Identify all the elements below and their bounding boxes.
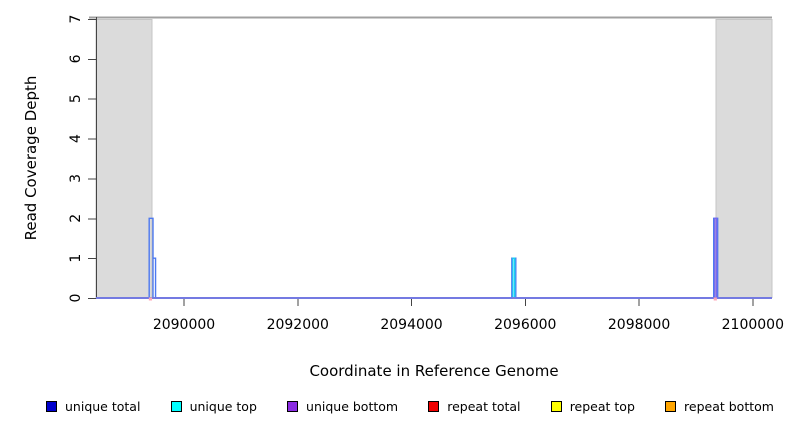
series-line-unique-bottom bbox=[96, 217, 772, 299]
series-line-unique-total bbox=[96, 217, 772, 299]
y-tick-label: 7 bbox=[68, 15, 84, 24]
baseline-mark bbox=[148, 297, 153, 301]
repeat-bottom-swatch-icon bbox=[665, 400, 677, 412]
y-tick-label: 4 bbox=[68, 134, 84, 143]
masked-region bbox=[95, 19, 153, 298]
legend-label: unique bottom bbox=[306, 398, 399, 414]
y-tick-label: 6 bbox=[68, 54, 84, 63]
y-axis-title: Read Coverage Depth bbox=[22, 75, 40, 241]
legend-item-unique-top: unique top bbox=[170, 398, 257, 414]
legend-label: repeat total bbox=[447, 398, 521, 414]
legend-item-unique-total: unique total bbox=[46, 399, 140, 414]
legend-label: repeat top bbox=[569, 398, 635, 414]
masked-region bbox=[715, 19, 773, 298]
legend-item-repeat-top: repeat top bbox=[550, 398, 635, 414]
legend-label: repeat bottom bbox=[684, 398, 774, 414]
legend-item-unique-bottom: unique bottom bbox=[287, 399, 398, 414]
x-tick-label: 2098000 bbox=[608, 317, 670, 333]
series-line-unique-top bbox=[96, 257, 772, 299]
x-axis-title: Coordinate in Reference Genome bbox=[309, 362, 559, 380]
unique-total-swatch-icon bbox=[46, 400, 57, 412]
legend-item-repeat-bottom: repeat bottom bbox=[665, 399, 774, 414]
repeat-top-swatch-icon bbox=[550, 400, 562, 412]
unique-bottom-swatch-icon bbox=[287, 400, 299, 412]
x-tick-label: 2094000 bbox=[380, 317, 442, 333]
legend-item-repeat-total: repeat total bbox=[428, 398, 521, 414]
repeat-total-swatch-icon bbox=[428, 400, 440, 412]
y-tick-label: 5 bbox=[68, 94, 84, 103]
y-tick-label: 3 bbox=[68, 174, 84, 183]
unique-top-swatch-icon bbox=[170, 400, 182, 412]
y-tick-label: 0 bbox=[68, 294, 84, 303]
legend-label: unique top bbox=[189, 398, 257, 414]
legend-label: unique total bbox=[65, 398, 141, 414]
baseline-mark bbox=[713, 297, 717, 301]
x-tick-label: 2100000 bbox=[722, 317, 784, 333]
y-tick-label: 1 bbox=[68, 254, 84, 263]
legend: unique total unique top unique bottom re… bbox=[46, 397, 774, 415]
y-tick-label: 2 bbox=[68, 214, 84, 223]
x-tick-label: 2090000 bbox=[153, 317, 215, 333]
x-tick-label: 2092000 bbox=[267, 317, 329, 333]
x-tick-label: 2096000 bbox=[494, 317, 556, 333]
